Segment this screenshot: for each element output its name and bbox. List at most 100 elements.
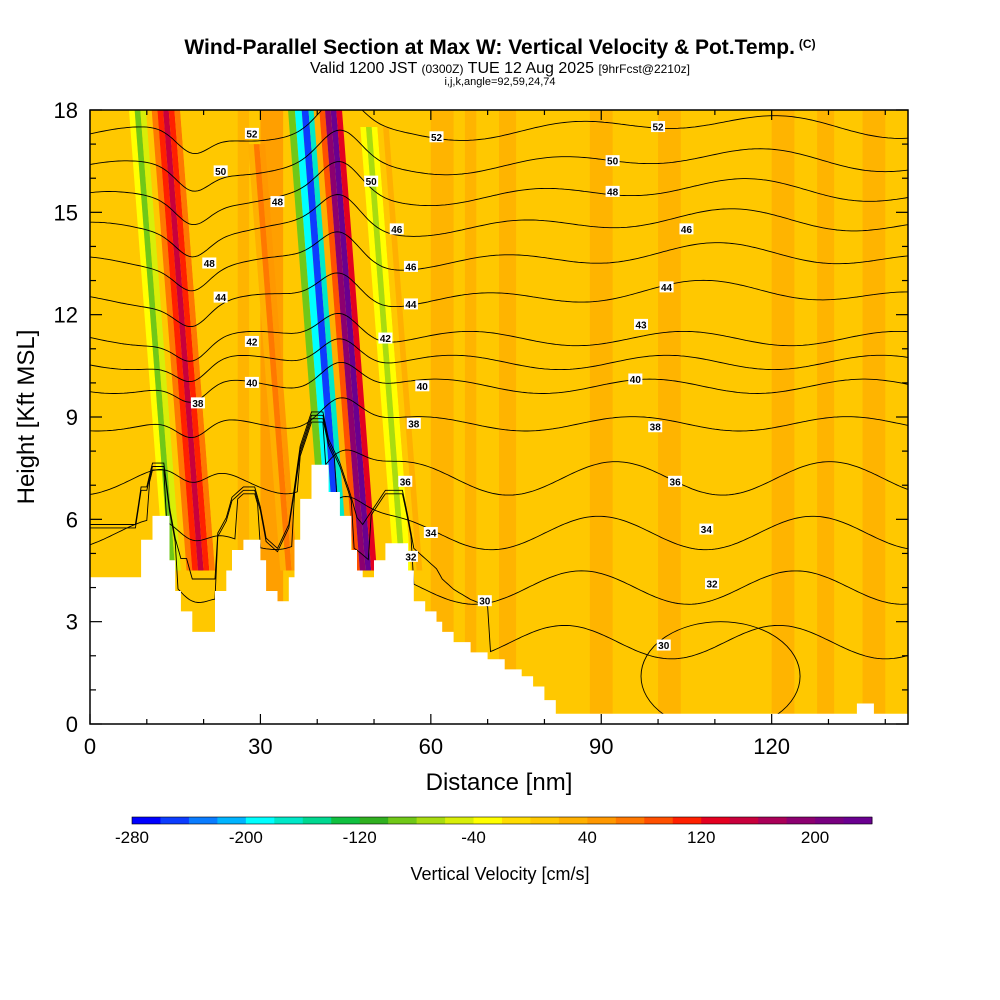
velocity-cell	[157, 110, 198, 571]
velocity-cell	[146, 110, 187, 571]
theta-contour-line	[90, 361, 908, 403]
contour-label-bg	[389, 223, 404, 235]
grid-indices: i,j,k,angle=92,59,24,74	[444, 76, 556, 88]
contour-label-bg	[244, 335, 259, 347]
theta-contour-line	[90, 421, 908, 496]
colorbar-swatch	[245, 817, 275, 824]
contour-label-bg	[668, 475, 683, 487]
velocity-cell	[259, 144, 298, 571]
velocity-band	[862, 110, 886, 724]
contour-label: 40	[246, 378, 258, 389]
y-tick-label: 15	[54, 200, 78, 225]
chart-title-text: Wind-Parallel Section at Max W: Vertical…	[184, 36, 795, 59]
y-tick-label: 18	[54, 98, 78, 123]
y-axis-label: Height [Kft MSL]	[13, 330, 40, 505]
colorbar-label: 40	[578, 828, 597, 847]
colorbar-swatch	[217, 817, 247, 824]
theta-contour-line	[90, 161, 908, 226]
velocity-cell	[134, 110, 176, 571]
contour-label: 44	[405, 300, 417, 311]
contour-label: 43	[635, 320, 647, 331]
contour-label-bg	[213, 291, 228, 303]
velocity-cell	[330, 110, 372, 571]
colorbar-swatch	[274, 817, 304, 824]
contour-label-bg	[270, 196, 285, 208]
contour-label-bg	[406, 417, 421, 429]
theta-contour-line	[90, 414, 908, 605]
contour-label-bg	[213, 165, 228, 177]
valid-utc: (0300Z)	[421, 62, 464, 76]
contour-label-bg	[398, 475, 413, 487]
colorbar-swatch	[359, 817, 389, 824]
contour-label: 32	[706, 580, 718, 591]
velocity-cell	[151, 110, 193, 571]
velocity-cell	[371, 127, 411, 571]
contour-label-bg	[605, 185, 620, 197]
velocity-band	[589, 110, 613, 724]
colorbar-swatch	[416, 817, 446, 824]
x-axis-label: Distance [nm]	[426, 769, 573, 796]
theta-contour-line	[90, 231, 908, 292]
contour-label: 38	[192, 399, 204, 410]
x-tick-label: 30	[248, 734, 272, 759]
velocity-cell	[140, 110, 181, 571]
terrain	[90, 464, 908, 724]
colorbar-title: Vertical Velocity [cm/s]	[410, 864, 589, 884]
colorbar-label: 200	[801, 828, 829, 847]
theta-contour-line	[90, 312, 908, 362]
contour-label: 46	[681, 225, 693, 236]
velocity-band	[237, 110, 250, 724]
colorbar-swatch	[786, 817, 816, 824]
colorbar-swatch	[530, 817, 560, 824]
theta-contour-line	[90, 411, 908, 660]
contour-label-bg	[605, 155, 620, 167]
colorbar-swatch	[587, 817, 617, 824]
valid-time-line: Valid 1200 JST (0300Z) TUE 12 Aug 2025 […	[0, 60, 1000, 78]
colorbar-swatch	[473, 817, 503, 824]
velocity-band	[499, 110, 517, 724]
contour-label: 30	[479, 597, 491, 608]
contour-label-bg	[656, 639, 671, 651]
colorbar-swatch	[302, 817, 332, 824]
contour-label-bg	[403, 550, 418, 562]
contour-label: 38	[650, 423, 662, 434]
velocity-cell	[377, 127, 417, 571]
colorbar-swatch	[672, 817, 702, 824]
y-tick-label: 0	[66, 712, 78, 737]
velocity-cell	[180, 110, 221, 571]
colorbar-swatch	[843, 817, 873, 824]
contour-label: 48	[204, 259, 216, 270]
contour-label: 48	[607, 187, 619, 198]
contour-label-bg	[364, 175, 379, 187]
contour-label-bg	[415, 380, 430, 392]
contour-labels: 52 52 52 50 50 50 48 48 46 46 48 46 44 44 44 43 42 42 40 40…	[190, 121, 720, 652]
contour-label: 48	[272, 198, 284, 209]
theta-contour-line	[90, 418, 908, 551]
colorbar-label: -40	[461, 828, 486, 847]
contour-label: 46	[405, 262, 417, 273]
colorbar-swatch	[445, 817, 475, 824]
contour-label-bg	[705, 578, 720, 590]
chart-title: Wind-Parallel Section at Max W: Vertical…	[0, 36, 1000, 60]
contour-label: 44	[215, 293, 227, 304]
velocity-band	[771, 110, 795, 724]
velocity-cell	[383, 127, 423, 571]
contour-label: 40	[630, 375, 642, 386]
x-tick-label: 60	[419, 734, 443, 759]
velocity-cell	[294, 110, 337, 571]
contour-label-bg	[659, 281, 674, 293]
contour-label: 40	[417, 382, 429, 393]
colorbar-swatch	[729, 817, 759, 824]
colorbar-swatch	[188, 817, 218, 824]
velocity-cell	[319, 110, 360, 571]
colorbar-swatch	[558, 817, 588, 824]
velocity-cell	[366, 127, 406, 571]
contour-label-bg	[429, 131, 444, 143]
colorbar-swatch	[160, 817, 190, 824]
colorbar-swatch	[388, 817, 418, 824]
contour-label-bg	[634, 318, 649, 330]
contour-label-bg	[403, 298, 418, 310]
contour-label: 34	[701, 525, 713, 536]
forecast-info: [9hrFcst@2210z]	[598, 62, 690, 76]
contour-label-bg	[244, 376, 259, 388]
